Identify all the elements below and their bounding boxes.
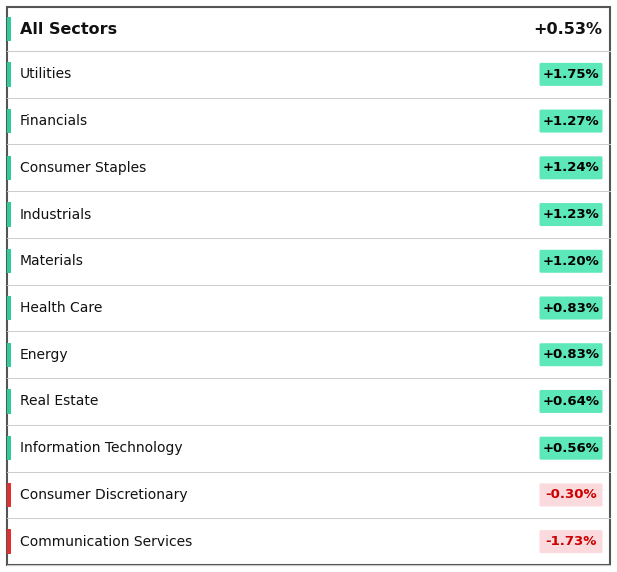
Bar xyxy=(7,249,11,273)
Text: Materials: Materials xyxy=(20,255,84,268)
Bar xyxy=(7,343,11,367)
Text: +0.83%: +0.83% xyxy=(542,301,600,315)
Text: +1.20%: +1.20% xyxy=(542,255,599,268)
Bar xyxy=(7,390,11,414)
Text: +0.83%: +0.83% xyxy=(542,348,600,362)
Bar xyxy=(7,202,11,227)
Text: +1.27%: +1.27% xyxy=(543,114,599,128)
FancyBboxPatch shape xyxy=(539,203,602,226)
Bar xyxy=(7,436,11,460)
FancyBboxPatch shape xyxy=(539,436,602,460)
Bar xyxy=(7,530,11,554)
Text: Industrials: Industrials xyxy=(20,208,93,221)
Text: Real Estate: Real Estate xyxy=(20,395,98,408)
Text: +0.64%: +0.64% xyxy=(542,395,600,408)
FancyBboxPatch shape xyxy=(539,156,602,179)
Text: All Sectors: All Sectors xyxy=(20,22,117,37)
Text: +0.56%: +0.56% xyxy=(542,442,600,455)
Text: -1.73%: -1.73% xyxy=(545,535,597,548)
FancyBboxPatch shape xyxy=(539,343,602,366)
Bar xyxy=(7,483,11,507)
Text: Utilities: Utilities xyxy=(20,67,72,81)
Text: Health Care: Health Care xyxy=(20,301,102,315)
FancyBboxPatch shape xyxy=(539,483,602,506)
Text: Information Technology: Information Technology xyxy=(20,441,183,455)
FancyBboxPatch shape xyxy=(539,63,602,86)
Text: Consumer Discretionary: Consumer Discretionary xyxy=(20,488,188,502)
Text: Financials: Financials xyxy=(20,114,88,128)
Text: +1.75%: +1.75% xyxy=(543,68,599,81)
Text: Energy: Energy xyxy=(20,348,68,362)
Text: +1.23%: +1.23% xyxy=(542,208,599,221)
FancyBboxPatch shape xyxy=(539,110,602,133)
Text: Consumer Staples: Consumer Staples xyxy=(20,161,146,175)
Bar xyxy=(7,156,11,180)
FancyBboxPatch shape xyxy=(539,296,602,320)
Text: +1.24%: +1.24% xyxy=(542,161,599,174)
Bar xyxy=(7,17,11,41)
FancyBboxPatch shape xyxy=(539,530,602,553)
Bar xyxy=(7,296,11,320)
Bar xyxy=(7,109,11,133)
Text: -0.30%: -0.30% xyxy=(545,488,597,502)
FancyBboxPatch shape xyxy=(539,250,602,273)
Text: Communication Services: Communication Services xyxy=(20,535,193,549)
Text: +0.53%: +0.53% xyxy=(533,22,602,37)
FancyBboxPatch shape xyxy=(539,390,602,413)
Bar xyxy=(7,62,11,86)
